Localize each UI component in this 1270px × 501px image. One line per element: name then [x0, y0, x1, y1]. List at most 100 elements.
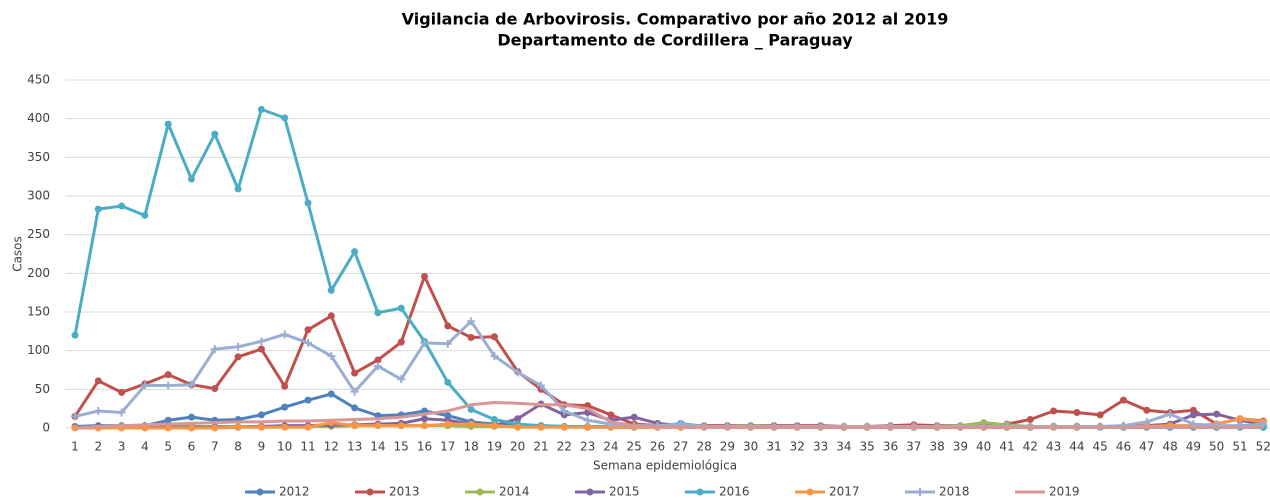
data-point — [1236, 415, 1244, 423]
data-point — [607, 411, 615, 419]
x-tick-label: 46 — [1116, 440, 1131, 454]
legend-label: 2013 — [389, 485, 420, 499]
legend-marker — [366, 488, 374, 496]
x-tick-label: 4 — [141, 440, 149, 454]
x-tick-label: 1 — [71, 440, 79, 454]
x-tick-label: 20 — [510, 440, 525, 454]
data-point — [467, 334, 475, 342]
data-point — [351, 369, 359, 377]
x-tick-label: 49 — [1186, 440, 1201, 454]
x-tick-label: 51 — [1232, 440, 1247, 454]
x-tick-label: 9 — [258, 440, 266, 454]
data-point — [351, 422, 359, 430]
data-point — [1166, 410, 1175, 419]
y-tick-label: 300 — [27, 189, 50, 203]
data-point — [327, 312, 335, 320]
data-point — [374, 422, 382, 430]
data-point — [257, 337, 266, 346]
legend-label: 2018 — [939, 485, 970, 499]
data-point — [94, 406, 103, 415]
x-tick-label: 32 — [790, 440, 805, 454]
data-point — [490, 352, 499, 361]
x-tick-label: 41 — [999, 440, 1014, 454]
x-tick-label: 47 — [1139, 440, 1154, 454]
data-point — [443, 339, 452, 348]
data-point — [281, 114, 289, 122]
y-tick-label: 0 — [42, 421, 50, 435]
x-tick-label: 17 — [440, 440, 455, 454]
x-tick-label: 16 — [417, 440, 432, 454]
data-point — [188, 175, 195, 183]
x-tick-label: 43 — [1046, 440, 1061, 454]
data-point — [257, 105, 265, 113]
x-tick-label: 6 — [188, 440, 196, 454]
legend-item: 2019 — [1015, 485, 1080, 499]
data-point — [490, 415, 498, 423]
x-tick-label: 14 — [370, 440, 385, 454]
legend-label: 2014 — [499, 485, 530, 499]
x-tick-label: 45 — [1093, 440, 1108, 454]
data-point — [210, 345, 219, 354]
data-point — [537, 423, 545, 431]
x-tick-label: 25 — [627, 440, 642, 454]
data-point — [164, 416, 172, 424]
legend-marker — [916, 488, 924, 496]
data-point — [187, 380, 196, 389]
data-point — [257, 345, 265, 353]
data-point — [188, 424, 195, 432]
data-point — [211, 385, 219, 393]
series-line — [73, 274, 1264, 428]
legend-item: 2013 — [355, 485, 420, 499]
data-point — [421, 415, 428, 423]
x-tick-label: 33 — [813, 440, 828, 454]
legend-marker — [806, 488, 814, 496]
series-line — [74, 400, 1264, 430]
y-tick-label: 200 — [27, 266, 50, 280]
legend-label: 2012 — [279, 485, 310, 499]
legend-marker — [586, 488, 594, 496]
data-point — [304, 423, 312, 431]
data-point — [1096, 411, 1104, 419]
data-point — [327, 390, 335, 398]
data-point — [467, 317, 476, 326]
data-point — [140, 381, 149, 390]
data-point — [257, 411, 265, 419]
data-point — [397, 338, 405, 346]
y-tick-label: 50 — [35, 382, 50, 396]
x-tick-label: 21 — [533, 440, 548, 454]
data-point — [257, 423, 265, 431]
data-point — [327, 286, 335, 294]
data-point — [71, 331, 79, 339]
data-point — [490, 422, 498, 430]
x-tick-label: 30 — [743, 440, 758, 454]
data-point — [164, 120, 172, 128]
legend-label: 2019 — [1049, 485, 1080, 499]
data-point — [211, 130, 219, 138]
x-tick-label: 31 — [766, 440, 781, 454]
data-point — [444, 378, 452, 386]
legend-marker — [476, 488, 484, 496]
y-tick-label: 150 — [27, 305, 50, 319]
data-point — [513, 368, 522, 377]
legend-item: 2016 — [685, 485, 750, 499]
data-point — [1213, 410, 1221, 418]
data-point — [444, 322, 452, 330]
y-axis-title: Casos — [11, 236, 25, 272]
data-point — [164, 381, 173, 390]
data-point — [444, 420, 452, 428]
x-tick-label: 37 — [906, 440, 921, 454]
data-point — [94, 205, 102, 213]
data-point — [1142, 417, 1151, 426]
legend-item: 2012 — [245, 485, 310, 499]
data-point — [71, 412, 79, 421]
legend-label: 2017 — [829, 485, 860, 499]
y-tick-label: 350 — [27, 150, 50, 164]
y-tick-label: 450 — [27, 73, 50, 87]
data-point — [118, 202, 126, 210]
data-point — [281, 423, 289, 431]
data-point — [304, 326, 312, 334]
y-tick-label: 400 — [27, 111, 50, 125]
x-tick-label: 8 — [234, 440, 242, 454]
data-point — [94, 377, 102, 385]
data-point — [514, 423, 522, 431]
